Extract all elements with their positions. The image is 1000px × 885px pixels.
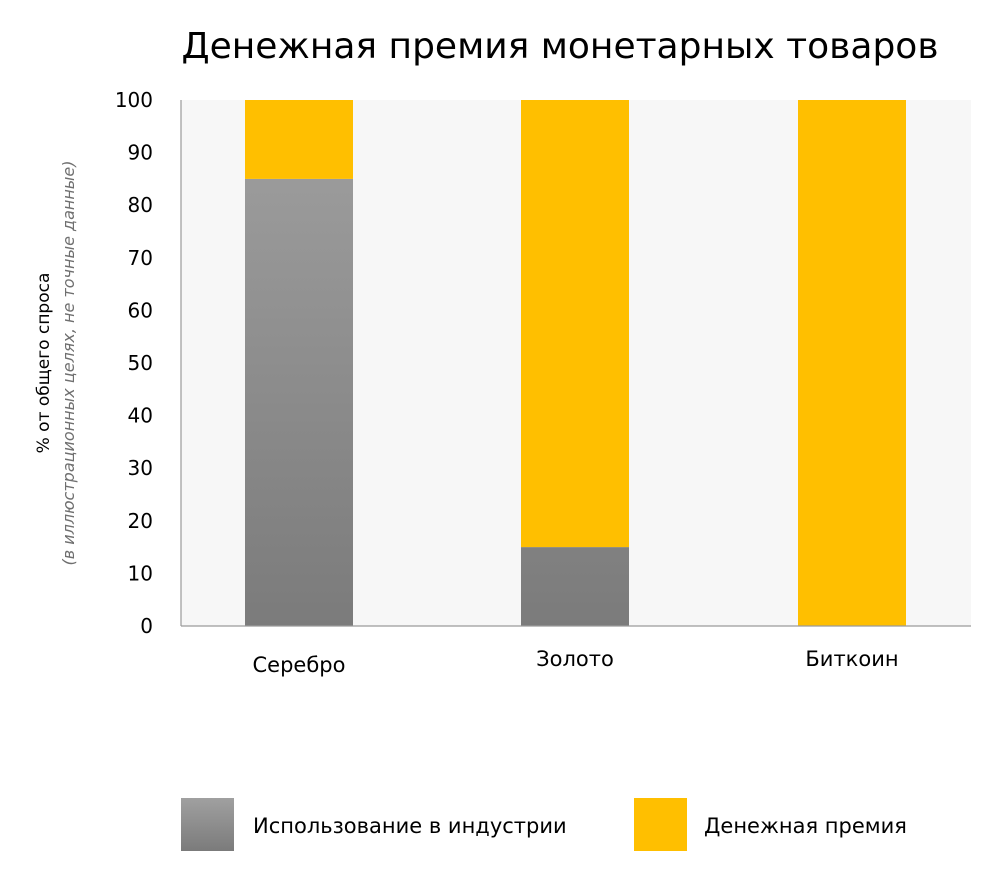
legend: Использование в индустрии Денежная премия — [181, 798, 907, 851]
bar-silver-premium — [245, 100, 353, 179]
x-category-label-gold: Золото — [536, 647, 614, 671]
bar-bitcoin-premium — [798, 100, 906, 626]
legend-swatch-industry — [181, 798, 234, 851]
y-axis-note: (в иллюстрационных целях, не точные данн… — [59, 160, 78, 565]
y-tick-label: 0 — [140, 614, 153, 638]
x-category-labels: Серебро Золото Биткоин — [253, 647, 899, 677]
y-tick-label: 60 — [128, 298, 153, 322]
y-tick-label: 10 — [128, 561, 153, 585]
bar-silver-industry — [245, 178, 353, 626]
y-tick-label: 90 — [128, 141, 153, 165]
x-category-label-silver: Серебро — [253, 653, 346, 677]
y-tick-label: 50 — [128, 351, 153, 375]
legend-label-premium: Денежная премия — [704, 814, 907, 838]
bar-gold-premium — [521, 100, 629, 548]
y-tick-label: 30 — [128, 456, 153, 480]
y-tick-label: 40 — [128, 404, 153, 428]
bar-gold-industry — [521, 547, 629, 626]
legend-label-industry: Использование в индустрии — [253, 814, 567, 838]
chart-title: Денежная премия монетарных товаров — [181, 26, 938, 67]
y-tick-labels: 0 10 20 30 40 50 60 70 80 90 100 — [115, 88, 153, 638]
y-tick-label: 70 — [128, 246, 153, 270]
legend-swatch-premium — [634, 798, 687, 851]
y-axis-label: % от общего спроса — [34, 273, 54, 454]
x-category-label-bitcoin: Биткоин — [805, 647, 898, 671]
y-tick-label: 20 — [128, 509, 153, 533]
y-tick-label: 100 — [115, 88, 153, 112]
bars-group — [245, 100, 906, 626]
y-tick-label: 80 — [128, 193, 153, 217]
